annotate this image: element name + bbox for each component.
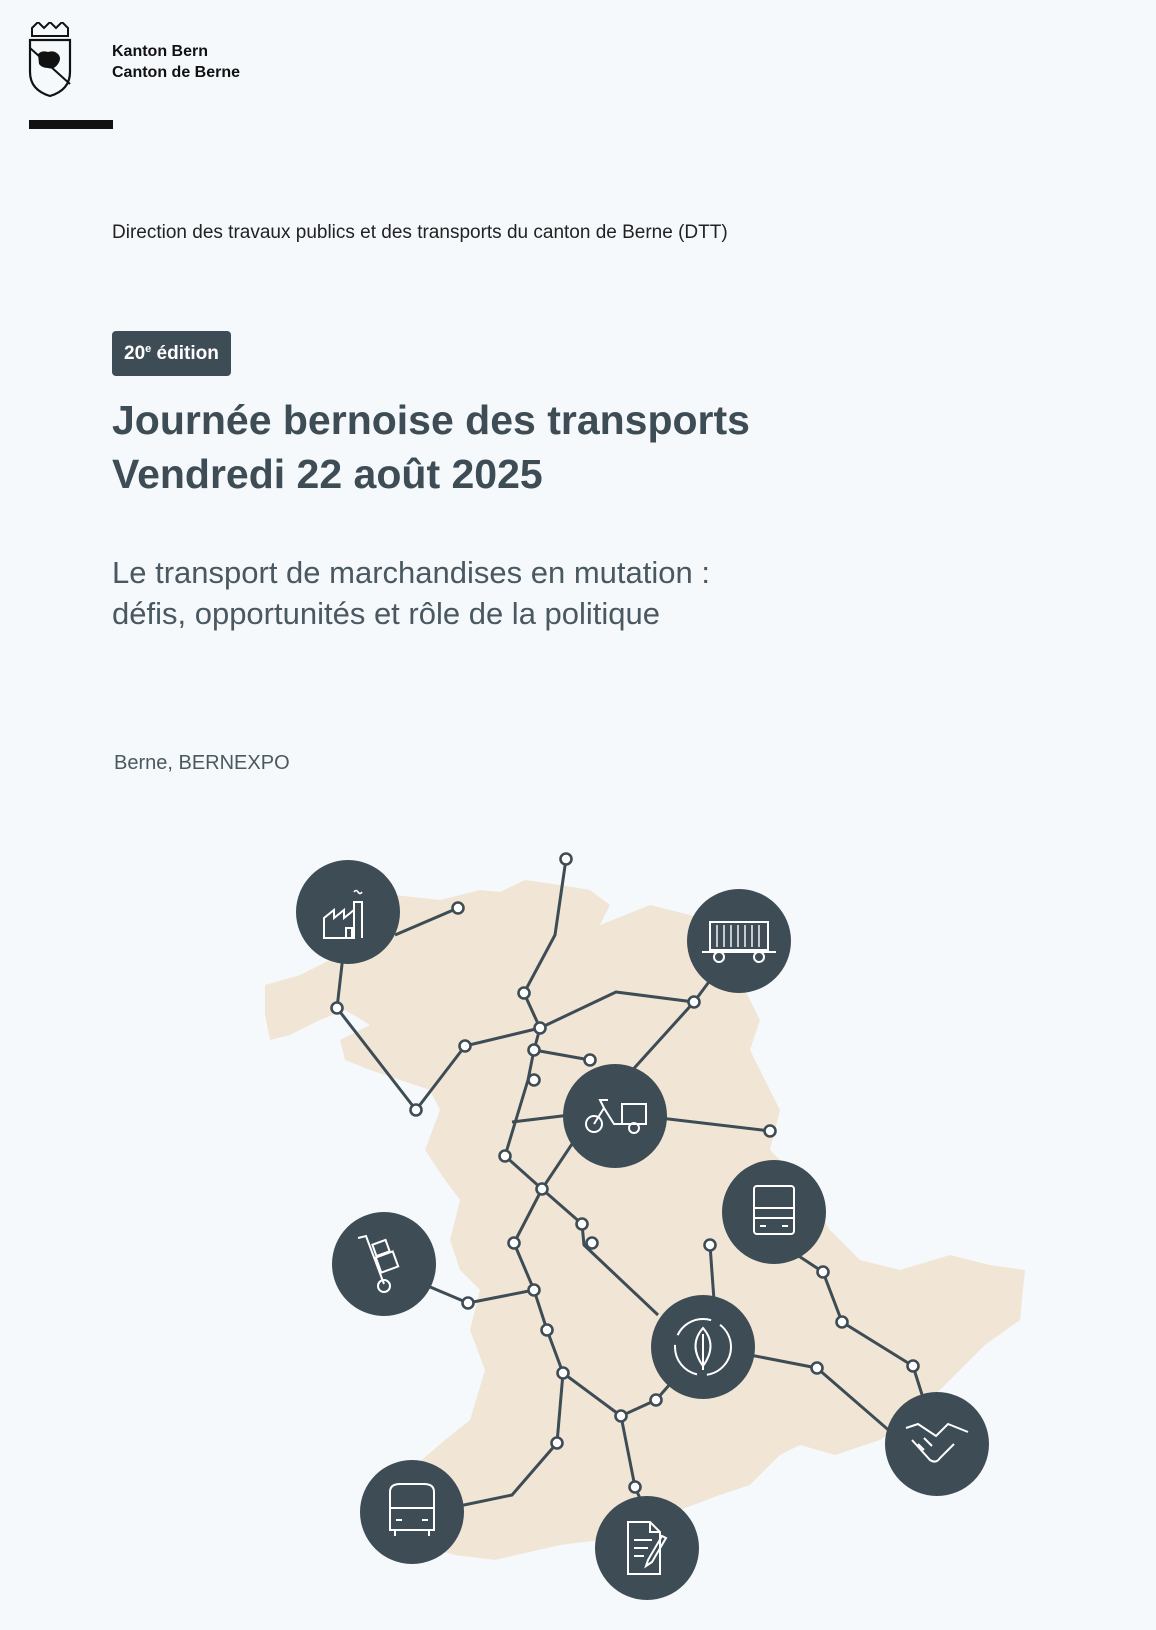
sustainability-leaf-icon bbox=[651, 1295, 755, 1399]
truck-icon bbox=[722, 1160, 826, 1264]
handshake-icon bbox=[885, 1392, 989, 1496]
canton-map-shape bbox=[265, 880, 1025, 1560]
org-name-de: Kanton Bern bbox=[112, 43, 208, 60]
event-title: Journée bernoise des transports Vendredi… bbox=[112, 393, 750, 501]
org-name-fr: Canton de Berne bbox=[112, 64, 241, 81]
freight-wagon-icon bbox=[687, 889, 791, 993]
event-venue: Berne, BERNEXPO bbox=[114, 752, 290, 774]
canton-bern-crest-logo bbox=[28, 22, 72, 98]
document-icon bbox=[595, 1496, 699, 1600]
delivery-van-icon bbox=[360, 1460, 464, 1564]
network-map-illustration bbox=[265, 852, 1025, 1600]
factory-icon bbox=[296, 860, 400, 964]
edition-suffix: e bbox=[145, 343, 152, 355]
edition-label: édition bbox=[156, 343, 219, 364]
hand-truck-icon bbox=[332, 1212, 436, 1316]
network-nodes bbox=[330, 852, 920, 1494]
subtitle-line-2: défis, opportunités et rôle de la politi… bbox=[112, 596, 661, 631]
event-subtitle: Le transport de marchandises en mutation… bbox=[112, 552, 710, 634]
cargo-bike-icon bbox=[563, 1064, 667, 1168]
title-line-2: Vendredi 22 août 2025 bbox=[112, 451, 543, 497]
title-line-1: Journée bernoise des transports bbox=[112, 397, 750, 443]
edition-badge: 20e édition bbox=[112, 331, 231, 376]
header-rule bbox=[29, 120, 113, 129]
subtitle-line-1: Le transport de marchandises en mutation… bbox=[112, 555, 710, 590]
edition-number: 20 bbox=[124, 343, 146, 364]
department-name: Direction des travaux publics et des tra… bbox=[112, 222, 728, 243]
organization-name: Kanton Bern Canton de Berne bbox=[112, 41, 240, 83]
